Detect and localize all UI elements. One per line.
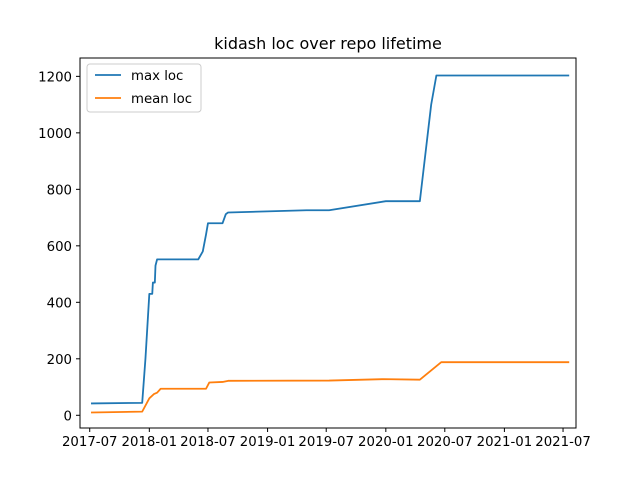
x-tick-label: 2021-07 (535, 435, 591, 450)
y-tick-label: 200 (47, 353, 72, 368)
x-tick-label: 2021-01 (477, 435, 533, 450)
series-lines (91, 74, 570, 414)
legend-label-max-loc: max loc (131, 69, 183, 84)
y-tick-label: 400 (47, 296, 72, 311)
x-tick-label: 2019-01 (240, 435, 296, 450)
series-line-mean-loc (91, 361, 570, 414)
legend-box (86, 63, 202, 113)
legend-label-mean-loc: mean loc (131, 92, 192, 107)
y-axis: 0 200 400 600 800 1000 1200 (38, 70, 80, 424)
y-tick-label: 1000 (38, 127, 72, 142)
x-axis: 2017-07 2018-01 2018-07 2019-01 2019-07 2020-… (62, 428, 591, 450)
x-tick-label: 2019-07 (298, 435, 354, 450)
x-tick-label: 2020-07 (417, 435, 473, 450)
plot-area (79, 57, 577, 429)
series-line-max-loc (91, 74, 570, 405)
x-tick-label: 2018-07 (180, 435, 236, 450)
legend: max loc mean loc (86, 63, 202, 113)
chart-title: kidash loc over repo lifetime (214, 34, 442, 53)
y-tick-label: 0 (64, 409, 72, 424)
y-tick-label: 800 (47, 183, 72, 198)
y-tick-label: 600 (47, 240, 72, 255)
x-tick-label: 2017-07 (62, 435, 118, 450)
y-tick-label: 1200 (38, 70, 72, 85)
x-tick-label: 2018-01 (122, 435, 178, 450)
x-tick-label: 2020-01 (358, 435, 414, 450)
